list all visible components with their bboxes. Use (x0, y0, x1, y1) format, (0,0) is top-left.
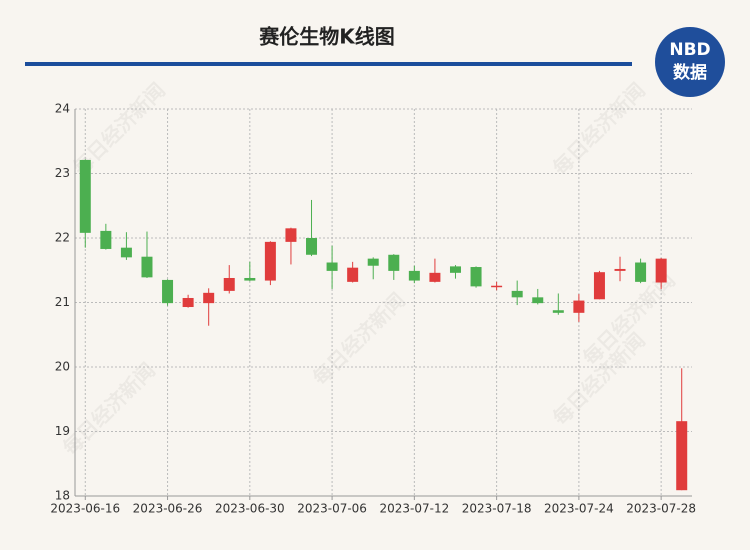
y-tick-label: 19 (55, 424, 70, 438)
candle-body (429, 272, 441, 282)
candle-body (223, 277, 235, 291)
y-tick-label: 23 (55, 166, 70, 180)
candle-body (162, 279, 174, 304)
candle-body (635, 262, 647, 282)
x-tick-label: 2023-07-12 (379, 502, 449, 516)
x-tick-label: 2023-07-28 (626, 502, 696, 516)
candle-body (203, 292, 215, 304)
y-tick-label: 22 (55, 231, 70, 245)
logo-top: NBD (669, 40, 710, 60)
candle-body (655, 258, 667, 283)
candle-body (573, 300, 585, 313)
candle-body (593, 272, 605, 300)
candle-body (511, 290, 523, 298)
candle-body (141, 256, 153, 278)
y-tick-label: 24 (55, 102, 70, 116)
candle-body (347, 267, 359, 282)
candle-body (408, 270, 420, 281)
logo-bottom: 数据 (673, 62, 707, 83)
candle-body (676, 421, 688, 491)
candle-body (614, 268, 626, 271)
candle-body (306, 238, 318, 255)
candle-body (470, 267, 482, 287)
logo (655, 27, 725, 97)
candle-body (326, 262, 338, 271)
title-rule (25, 62, 632, 66)
x-tick-label: 2023-06-16 (50, 502, 120, 516)
candle-body (100, 230, 112, 249)
candle-body (244, 277, 256, 281)
y-tick-label: 21 (55, 295, 70, 309)
candle-body (449, 266, 461, 273)
candle-body (491, 285, 503, 288)
candle-body (285, 228, 297, 242)
chart-title: 赛伦生物K线图 (258, 25, 395, 49)
y-tick-label: 20 (55, 360, 70, 374)
candle-body (120, 247, 132, 258)
candle-body (367, 258, 379, 266)
y-tick-label: 18 (55, 489, 70, 503)
candle-body (264, 241, 276, 281)
x-tick-label: 2023-07-18 (462, 502, 532, 516)
x-tick-label: 2023-06-26 (133, 502, 203, 516)
candle-body (552, 310, 564, 313)
candle-body (388, 254, 400, 271)
candle-body (532, 297, 544, 304)
x-tick-label: 2023-06-30 (215, 502, 285, 516)
x-tick-label: 2023-07-06 (297, 502, 367, 516)
x-tick-label: 2023-07-24 (544, 502, 614, 516)
candle-body (182, 297, 194, 308)
candle-body (79, 159, 91, 233)
